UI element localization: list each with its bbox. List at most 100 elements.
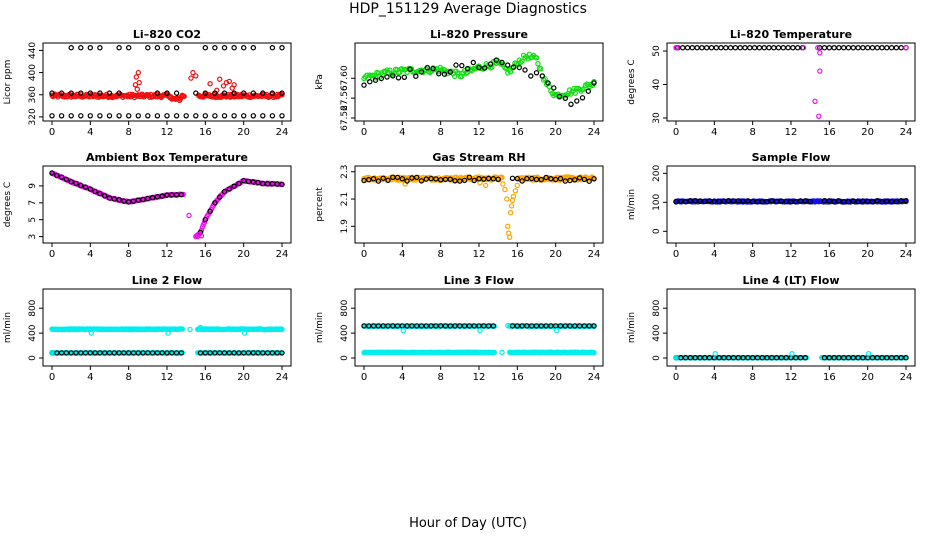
data-point <box>576 323 583 329</box>
data-point <box>718 45 724 51</box>
data-point <box>97 113 103 119</box>
data-point <box>269 113 276 119</box>
data-point <box>260 90 266 96</box>
y-axis-label: degrees C <box>3 182 13 227</box>
data-point <box>860 45 866 51</box>
data-point <box>509 175 516 181</box>
series-red-outliers <box>132 69 237 94</box>
data-point <box>58 350 65 356</box>
data-point <box>154 193 161 200</box>
data-point <box>279 181 285 188</box>
data-point <box>240 90 247 96</box>
data-point <box>198 233 205 239</box>
data-point <box>821 197 828 204</box>
data-point <box>817 50 823 56</box>
data-point <box>87 45 94 51</box>
data-point <box>424 65 430 71</box>
x-tick-label: 16 <box>511 249 524 260</box>
plot-frame <box>666 42 916 122</box>
data-point <box>245 350 252 356</box>
x-tick-label: 24 <box>276 127 289 138</box>
data-point <box>504 196 510 202</box>
y-axis-label: degrees C <box>627 59 637 104</box>
chart-title: Ambient Box Temperature <box>86 151 248 164</box>
data-point <box>164 350 170 356</box>
data-point <box>821 45 828 51</box>
x-tick-label: 8 <box>125 372 131 383</box>
data-point <box>442 176 449 183</box>
data-point <box>183 113 189 119</box>
data-point <box>797 355 804 361</box>
data-point <box>216 194 223 200</box>
x-tick-label: 12 <box>473 372 486 383</box>
data-point <box>576 175 583 181</box>
data-point <box>884 198 890 204</box>
x-tick-label: 12 <box>161 372 174 383</box>
chart-title: Line 3 Flow <box>444 274 514 287</box>
data-point <box>483 182 489 189</box>
data-point <box>240 113 247 119</box>
series-magenta-2 <box>193 177 285 240</box>
data-point <box>771 45 777 51</box>
data-point <box>893 45 900 51</box>
data-point <box>505 223 511 229</box>
data-point <box>68 178 74 185</box>
data-point <box>865 198 871 204</box>
data-point <box>68 113 74 119</box>
data-point <box>747 45 753 51</box>
data-point <box>507 209 514 216</box>
data-point <box>413 73 419 79</box>
data-point <box>279 113 285 119</box>
data-point <box>212 90 218 96</box>
data-point <box>680 45 686 51</box>
data-point <box>418 178 425 184</box>
series-black <box>49 170 185 205</box>
x-tick-label: 16 <box>199 249 212 260</box>
data-point <box>447 69 453 75</box>
data-point <box>510 193 517 199</box>
data-point <box>236 180 242 187</box>
data-point <box>231 45 237 51</box>
data-point <box>116 45 122 51</box>
data-point <box>240 350 247 356</box>
data-point <box>58 174 65 180</box>
data-point <box>116 90 122 96</box>
series-black <box>673 355 909 361</box>
data-point <box>173 45 180 51</box>
data-point <box>418 69 425 75</box>
data-point <box>221 113 228 119</box>
data-point <box>591 349 597 356</box>
y-axis-label: kPa <box>315 74 325 90</box>
data-point <box>378 75 384 82</box>
chart-panel-temperature: Li–820 Temperature degrees C 0 4 8 12 16 20 24 30… <box>627 28 916 138</box>
data-point <box>572 90 579 96</box>
y-tick-label: 67.52 <box>340 105 350 131</box>
data-point <box>481 176 487 182</box>
chart-title: Gas Stream RH <box>432 151 525 164</box>
data-point <box>145 45 151 51</box>
data-point <box>459 62 465 69</box>
data-point <box>865 45 871 51</box>
data-point <box>135 69 141 76</box>
data-point <box>372 77 379 83</box>
data-point <box>216 76 223 82</box>
x-tick-label: 12 <box>473 127 486 138</box>
data-point <box>551 85 557 91</box>
series-black-high <box>361 323 597 329</box>
y-axis-label: ml/min <box>315 312 325 343</box>
data-point <box>505 62 511 68</box>
series-magenta <box>673 45 909 120</box>
data-point <box>543 174 549 181</box>
data-point <box>173 113 180 119</box>
data-point <box>428 175 434 182</box>
data-point <box>212 350 218 356</box>
data-point <box>495 176 501 182</box>
x-tick-label: 12 <box>161 127 174 138</box>
data-point <box>487 61 494 67</box>
x-tick-label: 4 <box>87 249 93 260</box>
data-point <box>585 88 592 94</box>
data-point <box>574 98 580 104</box>
chart-panel-line2: Line 2 Flow ml/min 0 4 8 12 16 20 24 0 400 800 <box>3 274 292 383</box>
data-point <box>730 198 737 204</box>
x-tick-label: 8 <box>437 372 443 383</box>
